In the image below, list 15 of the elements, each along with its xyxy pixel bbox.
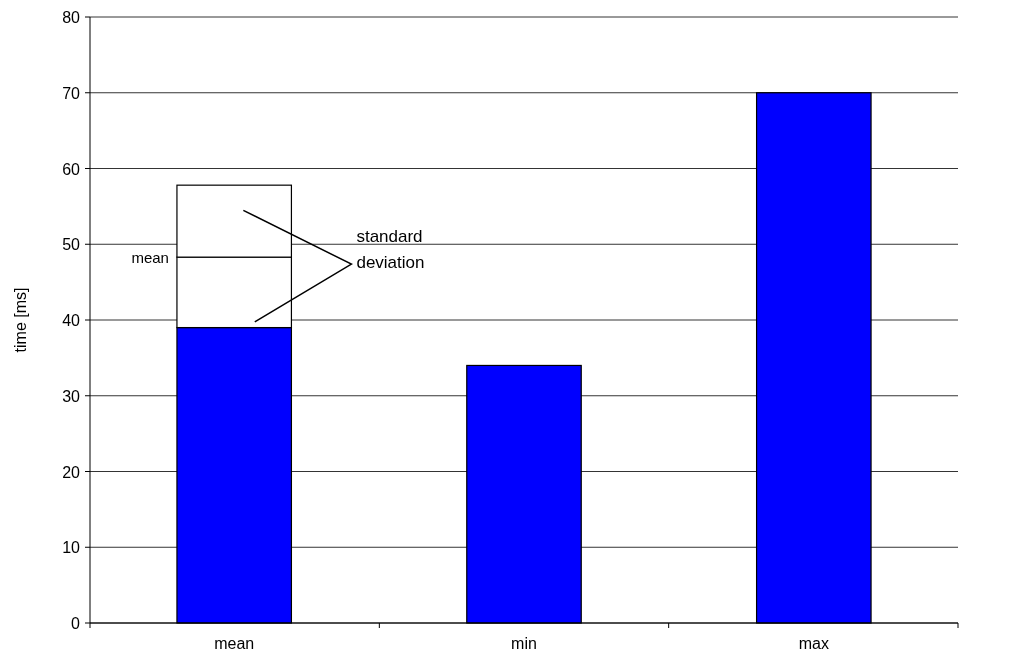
y-tick-label: 50 [62,236,81,254]
y-tick-label: 30 [62,387,81,405]
y-tick-label: 70 [62,84,81,102]
y-tick-label: 20 [62,463,81,481]
y-axis-title: time [ms] [12,287,29,353]
x-tick-label: min [511,635,537,652]
y-tick-label: 80 [62,9,81,26]
annotation: standard deviation [356,227,425,273]
y-tick-label: 40 [62,312,81,329]
y-tick-label: 60 [62,160,81,178]
x-tick-label: mean [214,635,255,652]
annotation: mean [131,249,169,267]
y-tick-label: 0 [71,615,81,632]
y-tick-label: 10 [62,539,81,557]
x-tick-label: max [798,635,829,652]
